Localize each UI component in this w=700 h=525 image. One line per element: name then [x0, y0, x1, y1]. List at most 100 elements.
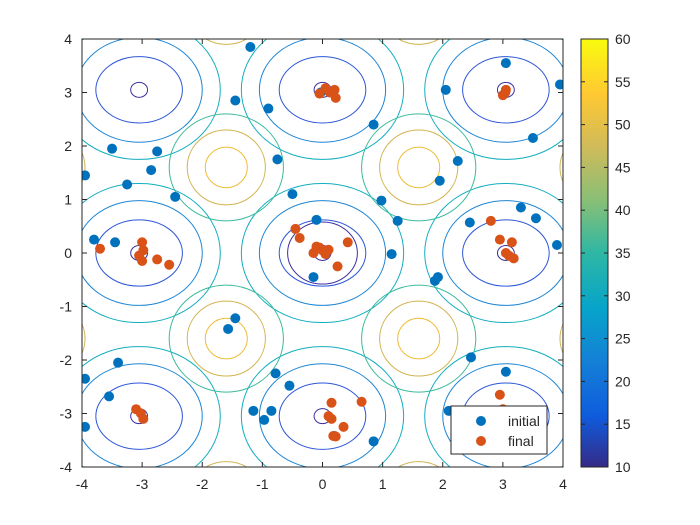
contour-line: [95, 56, 183, 124]
y-axis: -4 -3 -2 -1 0 1 2 3 4: [60, 31, 563, 475]
contour-line: [186, 300, 266, 377]
initial-point: [107, 143, 118, 154]
initial-point: [82, 170, 91, 181]
colorbar-tick-label: 35: [615, 245, 631, 261]
final-point: [137, 237, 148, 248]
y-tick-label: -1: [60, 299, 73, 315]
contour-line: [379, 129, 459, 206]
initial-point: [89, 234, 100, 245]
final-point: [138, 413, 149, 424]
final-point: [294, 233, 305, 244]
contour-line: [130, 81, 149, 98]
x-tick-label: 3: [499, 476, 507, 492]
initial-point: [104, 391, 115, 402]
final-point: [485, 215, 496, 226]
initial-point: [230, 313, 241, 324]
x-tick-label: -4: [76, 476, 89, 492]
initial-point: [440, 84, 451, 95]
final-point: [330, 431, 341, 442]
final-point: [500, 87, 511, 98]
contour-line: [95, 219, 183, 287]
colorbar-tick-label: 20: [615, 373, 631, 389]
plot-area: -4 -3 -2 -1 0 1 2 3 4 -4 -3 -2 -1 0 1 2 3 4: [60, 31, 568, 492]
contour-line: [205, 461, 248, 467]
initial-point: [270, 368, 281, 379]
final-point: [342, 237, 353, 248]
contour-line: [424, 182, 563, 324]
initial-point: [287, 189, 298, 200]
contour-line: [240, 346, 405, 467]
colorbar-tick-label: 40: [615, 202, 631, 218]
y-tick-label: -4: [60, 459, 73, 475]
initial-point: [248, 405, 259, 416]
final-point: [152, 254, 163, 265]
initial-point: [263, 103, 274, 114]
final-point: [164, 259, 175, 270]
contour-line: [258, 363, 387, 467]
contour-line: [82, 346, 221, 467]
final-point: [332, 261, 343, 272]
contour-line: [361, 284, 477, 393]
y-tick-label: 1: [64, 192, 72, 208]
series-final: [95, 83, 519, 442]
initial-point: [308, 272, 319, 283]
initial-point: [464, 217, 475, 228]
initial-point: [170, 191, 181, 202]
contour-line: [397, 317, 441, 360]
colorbar-ticks: 10 15 20 25 30 35 40 45 50 55 60: [581, 31, 631, 475]
y-tick-label: -3: [60, 406, 73, 422]
initial-point: [386, 249, 397, 260]
colorbar-tick-label: 10: [615, 459, 631, 475]
final-point: [494, 234, 505, 245]
x-tick-label: -1: [256, 476, 269, 492]
contour-line: [397, 461, 440, 467]
legend-marker-initial: [476, 416, 486, 426]
initial-point: [230, 95, 241, 106]
contour-line: [278, 382, 367, 450]
contour-line: [258, 200, 387, 306]
initial-point: [245, 42, 256, 53]
initial-point: [500, 58, 511, 69]
initial-point: [515, 202, 526, 213]
contour-line: [82, 182, 221, 324]
contour-line: [397, 39, 440, 45]
colorbar-tick-label: 45: [615, 159, 631, 175]
initial-point: [466, 352, 477, 363]
initial-point: [500, 366, 511, 377]
x-axis: -4 -3 -2 -1 0 1 2 3 4: [76, 39, 567, 492]
final-point: [356, 396, 367, 407]
contour-line: [204, 146, 248, 189]
final-point: [323, 244, 334, 255]
final-point: [326, 397, 337, 408]
initial-point: [551, 239, 562, 250]
contour-line: [240, 182, 405, 324]
contour-line: [82, 39, 203, 143]
contour-line: [82, 322, 86, 355]
initial-point: [259, 414, 270, 425]
x-tick-label: 0: [319, 476, 327, 492]
contour-line: [442, 200, 563, 306]
initial-point: [530, 213, 541, 224]
initial-point: [146, 165, 157, 176]
x-tick-label: 1: [379, 476, 387, 492]
legend-label-final: final: [508, 433, 534, 449]
series-initial: [82, 42, 563, 447]
contour-line: [240, 39, 405, 160]
x-tick-label: 2: [439, 476, 447, 492]
final-point: [137, 256, 148, 267]
contour-line: [82, 363, 203, 467]
initial-point: [223, 323, 234, 334]
contour-line: [278, 219, 367, 287]
colorbar-tick-label: 25: [615, 331, 631, 347]
initial-point: [452, 155, 463, 166]
contour-line: [496, 245, 515, 261]
contour-line: [205, 39, 248, 45]
legend-label-initial: initial: [508, 413, 540, 429]
contour-line: [424, 346, 563, 467]
legend: initial final: [450, 405, 548, 455]
contour-line: [397, 146, 441, 189]
final-point: [314, 242, 325, 253]
initial-point: [434, 175, 445, 186]
initial-point: [368, 436, 379, 447]
final-point: [290, 223, 301, 234]
